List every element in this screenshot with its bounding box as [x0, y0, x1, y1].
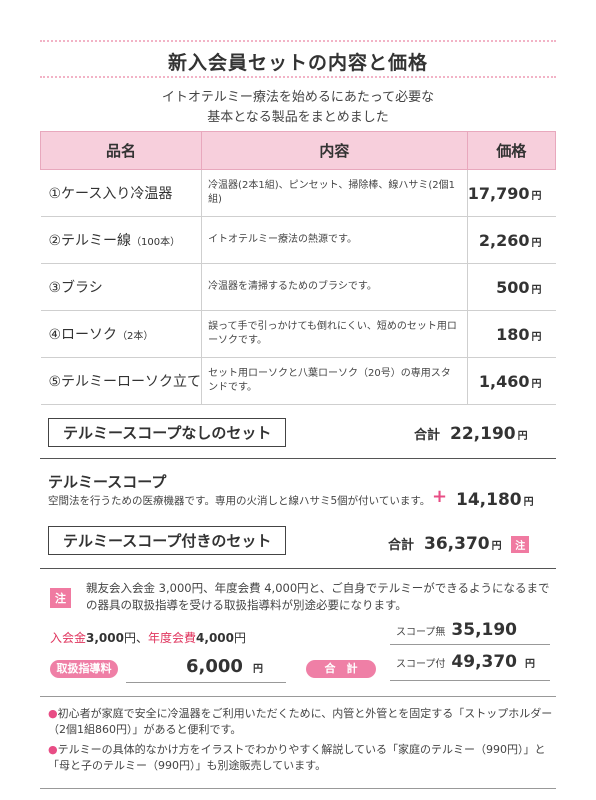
item-name: ②テルミー線（100本） [40, 216, 203, 264]
total-label: 合計 [414, 428, 441, 443]
plus-sign: + [432, 486, 448, 507]
intro-line-1: イトオテルミー療法を始めるにあたって必要な [161, 90, 435, 105]
item-name: ③ブラシ [40, 263, 203, 311]
bullet-item-2: ●テルミーの具体的なかけ方をイラストでわかりやすく解説している「家庭のテルミー（… [48, 743, 546, 772]
annual-fee-amount: 4,000 [196, 631, 234, 645]
total-amount: 36,370 [424, 534, 490, 554]
intro-line-2: 基本となる製品をまとめました [207, 110, 389, 125]
intro-text: イトオテルミー療法を始めるにあたって必要な 基本となる製品をまとめました [0, 88, 596, 128]
set-with-scope-total: 合計 36,370 円 注 [388, 534, 530, 554]
item-name: ④ローソク（2本） [40, 310, 203, 358]
header-price: 価格 [466, 131, 557, 170]
scope-price: 14,180 円 [456, 490, 534, 510]
product-table: 品名 内容 価格 ①ケース入り冷温器 冷温器(2本1組)、ピンセット、掃除棒、線… [39, 131, 557, 405]
item-desc: イトオテルミー療法の熱源です。 [201, 216, 468, 264]
top-dotted-line-1 [40, 40, 556, 42]
entry-fee-amount: 3,000 [86, 631, 124, 645]
item-price: 180 円 [467, 310, 556, 358]
item-desc: 誤って手で引っかけても倒れにくい、短めのセット用ローソクです。 [201, 310, 468, 358]
table-row: ⑤テルミーローソク立て セット用ローソクと八葉ローソク（20号）の専用スタンドで… [40, 357, 556, 405]
bullet-dot-icon: ● [48, 707, 58, 720]
item-price: 500 円 [467, 263, 556, 311]
scope-title: テルミースコープ [48, 473, 167, 491]
divider-1 [40, 458, 556, 459]
table-row: ①ケース入り冷温器 冷温器(2本1組)、ピンセット、掃除棒、線ハサミ(2個1組)… [40, 169, 556, 217]
guidance-fee-amount: 6,000 円 [186, 656, 263, 677]
table-header-row: 品名 内容 価格 [39, 131, 557, 170]
header-name: 品名 [39, 131, 203, 170]
entry-fee-label: 入会金 [50, 631, 87, 645]
scope-with-total: スコープ付 49,370 円 [396, 652, 536, 672]
item-name: ⑤テルミーローソク立て [40, 357, 203, 405]
top-dotted-line-2 [40, 76, 556, 78]
scope-desc: 空間法を行うための医療機器です。専用の火消しと線ハサミ5個が付いています。 [48, 495, 431, 507]
bullet-item-1: ●初心者が家庭で安全に冷温器をご利用いただくために、内管と外管とを固定する「スト… [48, 707, 553, 736]
set-without-scope-total: 合計 22,190 円 [414, 424, 528, 444]
page-title: 新入会員セットの内容と価格 [167, 52, 428, 74]
item-name: ①ケース入り冷温器 [40, 169, 203, 217]
guidance-fee-label: 取扱指導料 [50, 660, 118, 678]
note-badge-main: 注 [50, 588, 71, 608]
sum-label: 合 計 [306, 660, 376, 678]
fee-line: 入会金3,000円、年度会費4,000円 [50, 631, 247, 645]
table-row: ④ローソク（2本） 誤って手で引っかけても倒れにくい、短めのセット用ローソクです… [40, 310, 556, 358]
scope-with-underline [390, 680, 550, 681]
set-with-scope-label: テルミースコープ付きのセット [48, 526, 287, 555]
table-row: ②テルミー線（100本） イトオテルミー療法の熱源です。 2,260 円 [40, 216, 556, 264]
guidance-underline [126, 682, 286, 683]
scope-none-underline [390, 644, 550, 645]
header-desc: 内容 [201, 131, 468, 170]
divider-2 [40, 568, 556, 569]
item-desc: セット用ローソクと八葉ローソク（20号）の専用スタンドです。 [201, 357, 468, 405]
note-badge: 注 [511, 536, 530, 553]
item-price: 1,460 円 [467, 357, 556, 405]
item-price: 17,790 円 [467, 169, 556, 217]
bullet-dot-icon: ● [48, 743, 58, 756]
scope-none-total: スコープ無 35,190 [396, 620, 518, 640]
item-desc: 冷温器(2本1組)、ピンセット、掃除棒、線ハサミ(2個1組) [201, 169, 468, 217]
item-price: 2,260 円 [467, 216, 556, 264]
total-unit: 円 [517, 431, 528, 442]
total-label: 合計 [388, 538, 415, 553]
note-text: 親友会入会金 3,000円、年度会費 4,000円と、ご自身でテルミーができるよ… [86, 581, 550, 612]
total-unit: 円 [491, 541, 502, 552]
annual-fee-label: 年度会費 [148, 631, 197, 645]
table-row: ③ブラシ 冷温器を清掃するためのブラシです。 500 円 [40, 263, 556, 311]
divider-3 [40, 696, 556, 697]
bottom-divider [40, 788, 556, 789]
set-without-scope-label: テルミースコープなしのセット [48, 418, 287, 447]
item-desc: 冷温器を清掃するためのブラシです。 [201, 263, 468, 311]
total-amount: 22,190 [450, 424, 516, 444]
